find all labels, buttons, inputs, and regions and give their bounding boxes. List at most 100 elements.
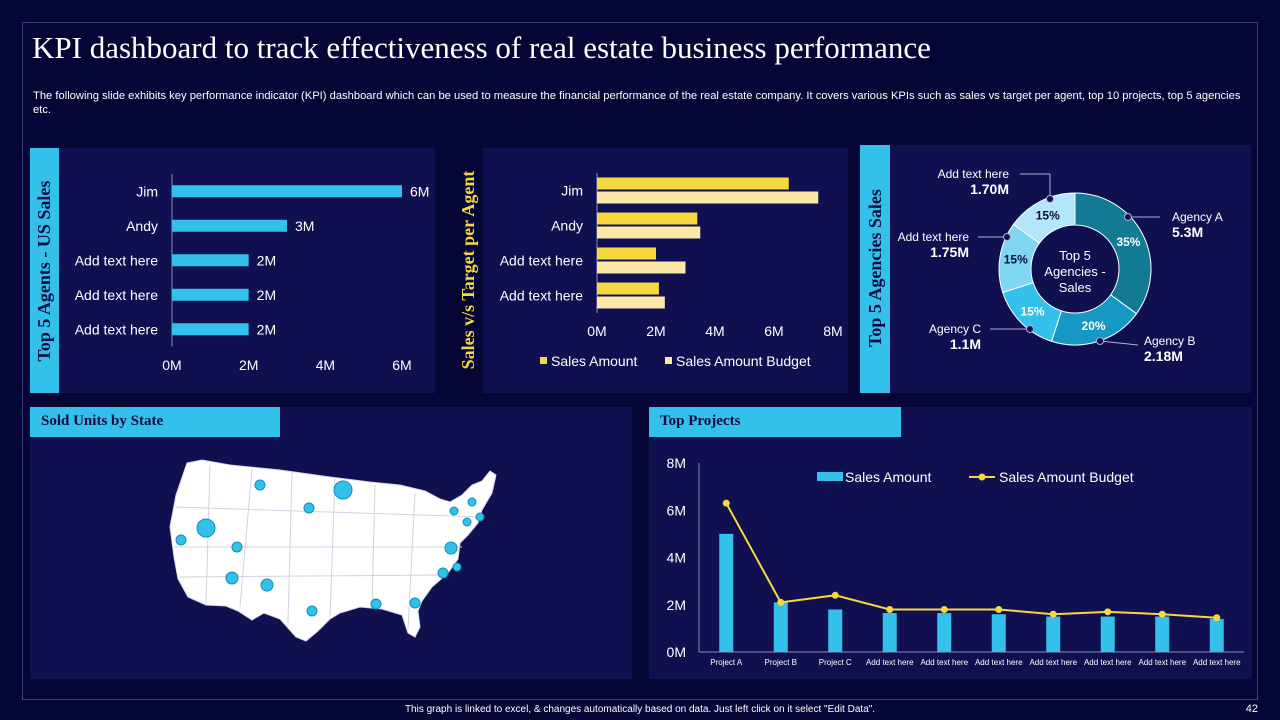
- agents-xtick: 2M: [239, 357, 258, 373]
- agencies-slice: [1074, 192, 1152, 315]
- projects-budget-point: [886, 605, 894, 613]
- target-xtick: 4M: [705, 323, 724, 339]
- agencies-callout-amount: 1.75M: [930, 244, 969, 260]
- agencies-callout-name: Agency B: [1144, 334, 1195, 348]
- agents-chart: Jim 6M Andy 3M Add text here 2M Add text here 2…: [75, 174, 429, 373]
- sold-units-title: Sold Units by State: [30, 407, 280, 437]
- target-legend-swatch: [665, 357, 672, 364]
- agents-category-label: Add text here: [75, 252, 158, 268]
- map-marker: [303, 502, 315, 514]
- agencies-title-bar: [860, 145, 890, 393]
- target-xtick: 2M: [646, 323, 665, 339]
- projects-budget-point: [1213, 614, 1221, 622]
- map-marker: [409, 597, 421, 609]
- target-bar: [597, 282, 659, 295]
- state-border-line: [175, 506, 481, 518]
- projects-bar: [991, 614, 1006, 652]
- target-chart: Jim Andy Add text here Add text here 0M 2M 4M 6…: [500, 173, 843, 369]
- projects-legend-line-dot: [978, 473, 986, 481]
- agencies-callout-dot: [1003, 233, 1011, 241]
- page-subtitle: The following slide exhibits key perform…: [33, 90, 1241, 116]
- agents-bar: [172, 185, 402, 198]
- slide-frame: [22, 22, 1258, 700]
- projects-budget-point: [940, 605, 948, 613]
- target-bar: [597, 177, 789, 190]
- projects-title: Top Projects: [649, 407, 901, 437]
- agencies-slice-pct: 20%: [1082, 319, 1106, 333]
- agencies-callout-name: Agency A: [1172, 210, 1223, 224]
- projects-xtick: Add text here: [920, 658, 968, 667]
- projects-bar: [1046, 616, 1061, 652]
- agents-bar: [172, 219, 287, 232]
- agencies-callout-amount: 1.1M: [950, 336, 981, 352]
- projects-budget-point: [1104, 608, 1112, 616]
- target-title: Sales v/s Target per Agent: [458, 170, 478, 370]
- agencies-slice-pct: 35%: [1116, 235, 1140, 249]
- agencies-slice-pct: 15%: [1004, 253, 1028, 267]
- projects-ytick: 4M: [667, 550, 686, 566]
- map-marker: [370, 598, 382, 610]
- agents-title-bar: [30, 148, 59, 393]
- agents-category-label: Add text here: [75, 321, 158, 337]
- projects-chart: 0M 2M 4M 6M 8M Project A Project B Project C Add…: [667, 455, 1244, 667]
- target-legend-label: Sales Amount: [551, 353, 637, 369]
- agents-xtick: 0M: [162, 357, 181, 373]
- agencies-slice: [1012, 192, 1076, 244]
- agents-value-label: 2M: [257, 287, 276, 303]
- agencies-slice-pct: 15%: [1021, 304, 1045, 318]
- target-category-label: Andy: [551, 218, 583, 234]
- agencies-callout-amount: 1.70M: [970, 181, 1009, 197]
- agents-category-label: Andy: [126, 218, 158, 234]
- target-category-label: Jim: [561, 183, 583, 199]
- agencies-title: Top 5 Agencies Sales: [865, 189, 885, 347]
- agencies-center-label: Top 5: [1059, 248, 1091, 263]
- agencies-center-label: Agencies -: [1044, 264, 1105, 279]
- agencies-callout-dot: [1046, 195, 1054, 203]
- projects-bar: [828, 609, 843, 652]
- map-marker: [444, 541, 458, 555]
- projects-ytick: 0M: [667, 644, 686, 660]
- projects-budget-point: [1049, 610, 1057, 618]
- map-markers: [175, 479, 485, 617]
- projects-bar: [1155, 616, 1170, 652]
- page-number: 42: [1245, 703, 1258, 715]
- map-marker: [333, 480, 353, 500]
- map-marker: [196, 518, 216, 538]
- agencies-hole: [1032, 226, 1118, 312]
- target-legend-swatch: [540, 357, 547, 364]
- state-border-line: [179, 574, 441, 578]
- agencies-callout-name: Agency C: [929, 322, 981, 336]
- agencies-callout-dot: [1026, 325, 1034, 333]
- map-marker: [452, 562, 462, 572]
- agencies-callout-amount: 5.3M: [1172, 224, 1203, 240]
- target-bar: [597, 261, 686, 274]
- us-map: [169, 459, 497, 642]
- projects-xtick: Project B: [765, 658, 797, 667]
- projects-bar: [1209, 618, 1224, 652]
- projects-ytick: 6M: [667, 502, 686, 518]
- agents-value-label: 2M: [257, 321, 276, 337]
- map-marker: [437, 567, 449, 579]
- projects-budget-point: [831, 591, 839, 599]
- projects-xtick: Add text here: [1193, 658, 1241, 667]
- projects-ytick: 8M: [667, 455, 686, 471]
- agents-xtick: 6M: [392, 357, 411, 373]
- projects-ytick: 2M: [667, 597, 686, 613]
- projects-budget-point: [722, 499, 730, 507]
- target-category-label: Add text here: [500, 288, 583, 304]
- projects-legend-bar-label: Sales Amount: [845, 469, 931, 485]
- agencies-center-label: Sales: [1059, 280, 1092, 295]
- state-border-line: [239, 468, 253, 608]
- agents-category-label: Add text here: [75, 287, 158, 303]
- projects-bar: [719, 533, 734, 652]
- projects-budget-point: [777, 598, 785, 606]
- projects-bar: [773, 602, 788, 652]
- map-marker: [231, 541, 243, 553]
- page-title: KPI dashboard to track effectiveness of …: [32, 30, 931, 65]
- agents-category-label: Jim: [136, 183, 158, 199]
- projects-xtick: Add text here: [975, 658, 1023, 667]
- target-bar: [597, 226, 701, 239]
- map-marker: [260, 578, 274, 592]
- projects-xtick: Project C: [819, 658, 852, 667]
